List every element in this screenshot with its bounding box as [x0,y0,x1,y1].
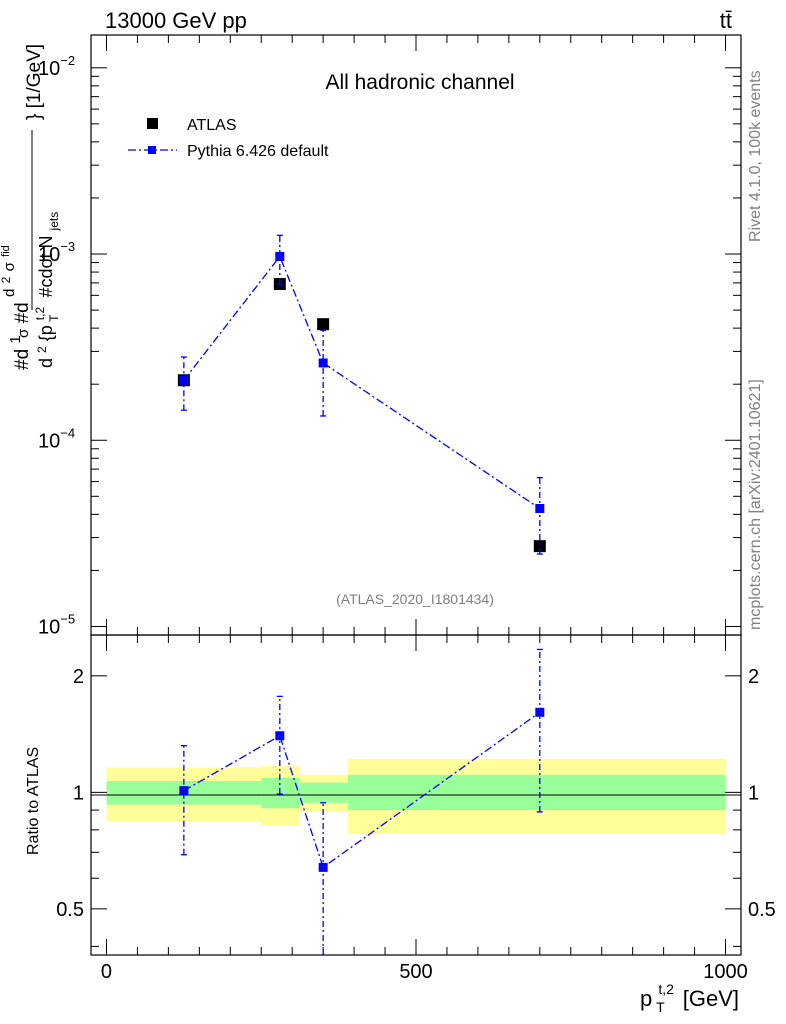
svg-text:d 2 {p: d 2 {p t,2 T #cdot N jets [28,212,62,368]
pythia-line [183,255,541,510]
analysis-watermark: (ATLAS_2020_I1801434) [336,591,494,607]
header-right: tt̄ [720,8,732,33]
legend: ATLAS Pythia 6.426 default [128,117,329,160]
main-ylabel: #d 1 σ #d d 2 σ fid d 2 {p t,2 T #cdot N… [0,44,62,370]
ylabel-unit: } [1/GeV] [24,44,45,120]
rivet-version-label: Rivet 4.1.0, 100k events [747,70,764,242]
ratio-pythia-point [318,862,328,872]
x-tick-label: 0 [101,961,112,983]
ylabel-denom-mid: {p [36,325,56,341]
xlabel-sub: T [656,999,665,1015]
ylabel-part-frac: 1 [7,335,24,343]
ratio-pythia-point [179,786,189,796]
x-axis-title: p t,2 T [GeV] [640,974,739,1017]
ylabel-part-fid: fid [0,245,12,257]
ylabel-denom-pre: d [36,358,56,368]
ratio-axis-ticks: 0.5 0.5 1 1 2 2 0 500 1000 [56,635,776,983]
ratio-pythia-point [535,707,545,717]
ylabel-part-d2: d [1,289,18,297]
ylabel-denom-sub: T [47,314,61,322]
main-panel: All hadronic channel (ATLAS_2020_I180143… [0,34,742,638]
y-tick-label-exp: −2 [60,53,75,68]
atlas-point [317,318,330,331]
legend-pythia-label: Pythia 6.426 default [187,143,329,160]
y-tick-label-exp: −3 [60,239,75,254]
ratio-y-tick-label-left: 2 [73,666,84,688]
pythia-point [275,251,285,261]
y-tick-label: 10−4 [38,425,75,452]
ratio-y-tick-label-right: 2 [748,666,759,688]
xlabel-unit: [GeV] [683,986,739,1011]
ylabel-part-sigma: σ [15,328,32,338]
ylabel-part-main2: #d [12,302,33,323]
ratio-y-tick-label-left: 0.5 [56,899,84,921]
ratio-frame [90,634,742,956]
main-axis-ticks: 10−510−410−310−2 [38,35,741,638]
y-tick-label: 10−3 [38,239,75,266]
legend-pythia-marker [148,146,156,154]
x-tick-label: 500 [399,961,432,983]
ratio-panel: 0.5 0.5 1 1 2 2 0 500 1000 Ratio to ATLAS p t,2 … [25,634,776,1017]
ylabel-denom-sup: t,2 [33,307,47,321]
ratio-y-tick-label-left: 1 [73,782,84,804]
main-title: All hadronic channel [325,71,514,94]
ylabel-part-main: #d [12,349,33,370]
legend-atlas-marker [147,118,158,129]
y-tick-label: 10−5 [38,611,75,638]
pythia-point [318,358,328,368]
ratio-pythia-point [275,731,285,741]
ratio-y-tick-label-right: 0.5 [748,899,776,921]
svg-text:#d 1 σ: #d 1 σ #d d 2 σ fid [0,245,33,370]
header-left: 13000 GeV pp [105,8,247,33]
pythia-point [179,375,189,385]
ratio-pythia-line [183,711,541,869]
svg-text:p t,2 T: p t,2 T [GeV] [640,974,739,1017]
source-label: mcplots.cern.ch [arXiv:2401.10621] [747,379,764,630]
ylabel-part-two: 2 [0,276,13,283]
main-series-layer [177,234,546,555]
ylabel-denom-post: #cdot N [36,235,56,297]
y-tick-label-exp: −4 [60,425,75,440]
xlabel-sup: t,2 [658,981,674,997]
pythia-point [535,504,545,514]
ratio-band-inner [347,774,726,811]
ratio-ylabel: Ratio to ATLAS [25,747,42,855]
atlas-point [533,540,546,553]
ratio-series-layer [179,648,545,955]
xlabel-p: p [640,986,652,1011]
legend-atlas-label: ATLAS [187,117,237,134]
ratio-y-tick-label-right: 1 [748,782,759,804]
ratio-uncertainty-bands [106,758,726,835]
ylabel-part-sigmafid: σ [1,261,18,271]
x-tick-label: 1000 [703,961,748,983]
ylabel-denom-jets: jets [47,212,61,232]
y-tick-label-exp: −5 [60,611,75,626]
ratio-band-inner [299,782,348,803]
